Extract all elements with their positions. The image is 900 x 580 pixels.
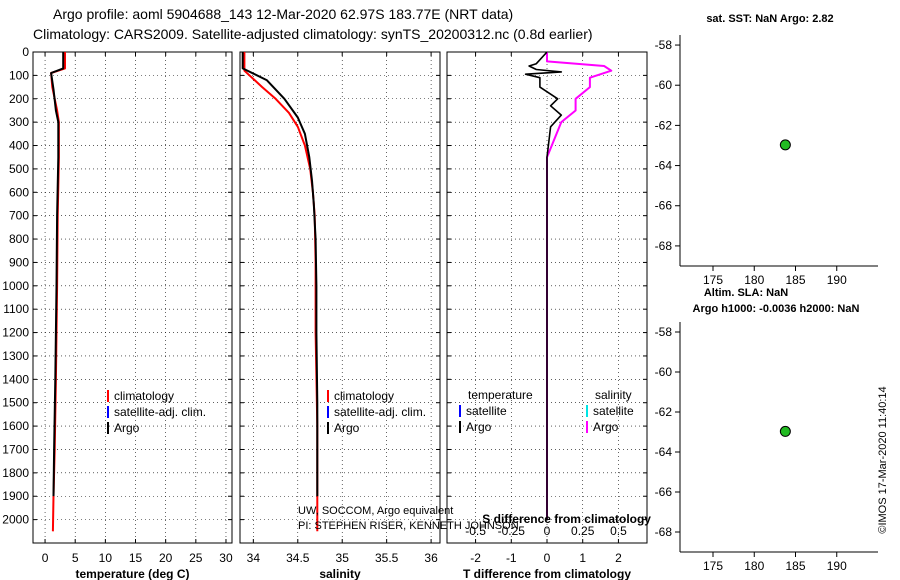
map-sla-xtick-label: 185	[785, 559, 805, 573]
depth-tick-label: 1900	[2, 489, 29, 503]
depth-tick-label: 600	[9, 185, 29, 199]
map-sst-ytick-label: -62	[655, 118, 673, 132]
profile-annotation: PI: STEPHEN RISER, KENNETH JOHNSON	[298, 520, 519, 532]
salinity-xtick-label: 36	[424, 551, 438, 565]
depth-tick-label: 900	[9, 255, 29, 269]
difference-legend-label: satellite	[466, 404, 507, 418]
map-sst-xtick-label: 180	[744, 273, 764, 287]
map-sla-ytick-label: -62	[655, 405, 673, 419]
temperature-xtick-label: 0	[42, 551, 49, 565]
salinity-diff-xtick-label: -0.5	[465, 524, 486, 538]
map-sst-ytick-label: -66	[655, 199, 673, 213]
salinity-legend-label: satellite-adj. clim.	[334, 405, 426, 419]
depth-tick-label: 1200	[2, 326, 29, 340]
depth-tick-label: 1700	[2, 442, 29, 456]
depth-tick-label: 1000	[2, 279, 29, 293]
difference-legend-title-salinity: salinity	[595, 388, 632, 402]
map-sla-xtick-label: 190	[827, 559, 847, 573]
depth-tick-label: 1300	[2, 349, 29, 363]
map-sst-xtick-label: 190	[827, 273, 847, 287]
salinity-diff-xtick-label: 0.5	[610, 524, 627, 538]
depth-tick-label: 300	[9, 115, 29, 129]
temperature-xtick-label: 30	[219, 551, 233, 565]
temperature-legend-label: satellite-adj. clim.	[114, 405, 206, 419]
map-sst-xtick-label: 185	[785, 273, 805, 287]
temperature-argo-line	[50, 52, 65, 497]
temperature-xtick-label: 15	[129, 551, 143, 565]
salinity-diff-xlabel: S difference from climatology	[482, 512, 651, 526]
depth-tick-label: 1400	[2, 372, 29, 386]
difference-legend-label: Argo	[593, 420, 619, 434]
temperature-xtick-label: 20	[159, 551, 173, 565]
depth-tick-label: 0	[22, 45, 29, 59]
salinity-diff-xtick-label: -0.25	[498, 524, 526, 538]
temperature-xtick-label: 10	[99, 551, 113, 565]
difference-xtick-label: 1	[579, 551, 586, 565]
difference-xtick-label: 0	[544, 551, 551, 565]
difference-legend-label: Argo	[466, 420, 492, 434]
map-sla-title: Altim. SLA: NaN	[704, 287, 788, 299]
depth-tick-label: 200	[9, 92, 29, 106]
difference-legend-title-temperature: temperature	[468, 388, 533, 402]
profile-annotation: UW, SOCCOM, Argo equivalent	[298, 505, 453, 517]
salinity-xlabel: salinity	[319, 567, 361, 580]
depth-tick-label: 800	[9, 232, 29, 246]
depth-tick-label: 1500	[2, 396, 29, 410]
salinity-xtick-label: 35.5	[375, 551, 399, 565]
difference-xtick-label: -1	[506, 551, 517, 565]
map-sst-title: sat. SST: NaN Argo: 2.82	[706, 13, 833, 25]
temperature-difference-argo-line	[524, 51, 563, 520]
temperature-xlabel: temperature (deg C)	[75, 567, 189, 580]
depth-tick-label: 2000	[2, 513, 29, 527]
map-sst-ytick-label: -60	[655, 78, 673, 92]
figure-title-line1: Argo profile: aoml 5904688_143 12-Mar-20…	[53, 6, 514, 22]
salinity-xtick-label: 34	[247, 551, 261, 565]
salinity-climatology-line	[243, 52, 319, 532]
difference-xtick-label: 2	[615, 551, 622, 565]
depth-tick-label: 1600	[2, 419, 29, 433]
depth-tick-label: 500	[9, 162, 29, 176]
difference-legend-label: satellite	[593, 404, 634, 418]
map-sla-subtitle: Argo h1000: -0.0036 h2000: NaN	[693, 303, 860, 315]
map-sla-xtick-label: 175	[703, 559, 723, 573]
difference-xlabel: T difference from climatology	[463, 567, 631, 580]
depth-tick-label: 1100	[3, 302, 29, 316]
map-sst-argo-position-point	[779, 139, 791, 151]
salinity-diff-xtick-label: 0.25	[571, 524, 595, 538]
imos-timestamp: ©IMOS 17-Mar-2020 11:40:14	[877, 386, 889, 533]
map-sst-ytick-label: -64	[655, 159, 673, 173]
temperature-axes-frame	[32, 51, 233, 544]
map-sla-ytick-label: -58	[655, 325, 673, 339]
map-sst-ytick-label: -68	[655, 239, 673, 253]
map-sla-ytick-label: -68	[655, 525, 673, 539]
salinity-diff-xtick-label: 0	[544, 524, 551, 538]
temperature-xtick-label: 5	[72, 551, 79, 565]
salinity-legend-label: Argo	[334, 421, 360, 435]
map-sla-argo-position-point	[779, 425, 791, 437]
map-sla-ytick-label: -64	[655, 445, 673, 459]
depth-tick-label: 700	[9, 209, 29, 223]
map-sst-ytick-label: -58	[655, 38, 673, 52]
map-sst-xtick-label: 175	[703, 273, 723, 287]
temperature-legend-label: climatology	[114, 389, 174, 403]
salinity-xtick-label: 35	[336, 551, 350, 565]
depth-tick-label: 100	[9, 68, 29, 82]
salinity-legend-label: climatology	[334, 389, 394, 403]
depth-tick-label: 1800	[2, 466, 29, 480]
temperature-legend-label: Argo	[114, 421, 140, 435]
salinity-axes-frame	[239, 51, 441, 544]
figure-title-line2: Climatology: CARS2009. Satellite-adjuste…	[33, 26, 593, 42]
temperature-xtick-label: 25	[189, 551, 203, 565]
map-sla-ytick-label: -60	[655, 365, 673, 379]
map-sla-xtick-label: 180	[744, 559, 764, 573]
salinity-xtick-label: 34.5	[286, 551, 310, 565]
depth-tick-label: 400	[9, 139, 29, 153]
map-sla-ytick-label: -66	[655, 485, 673, 499]
difference-xtick-label: -2	[470, 551, 481, 565]
salinity-argo-line	[241, 52, 319, 497]
